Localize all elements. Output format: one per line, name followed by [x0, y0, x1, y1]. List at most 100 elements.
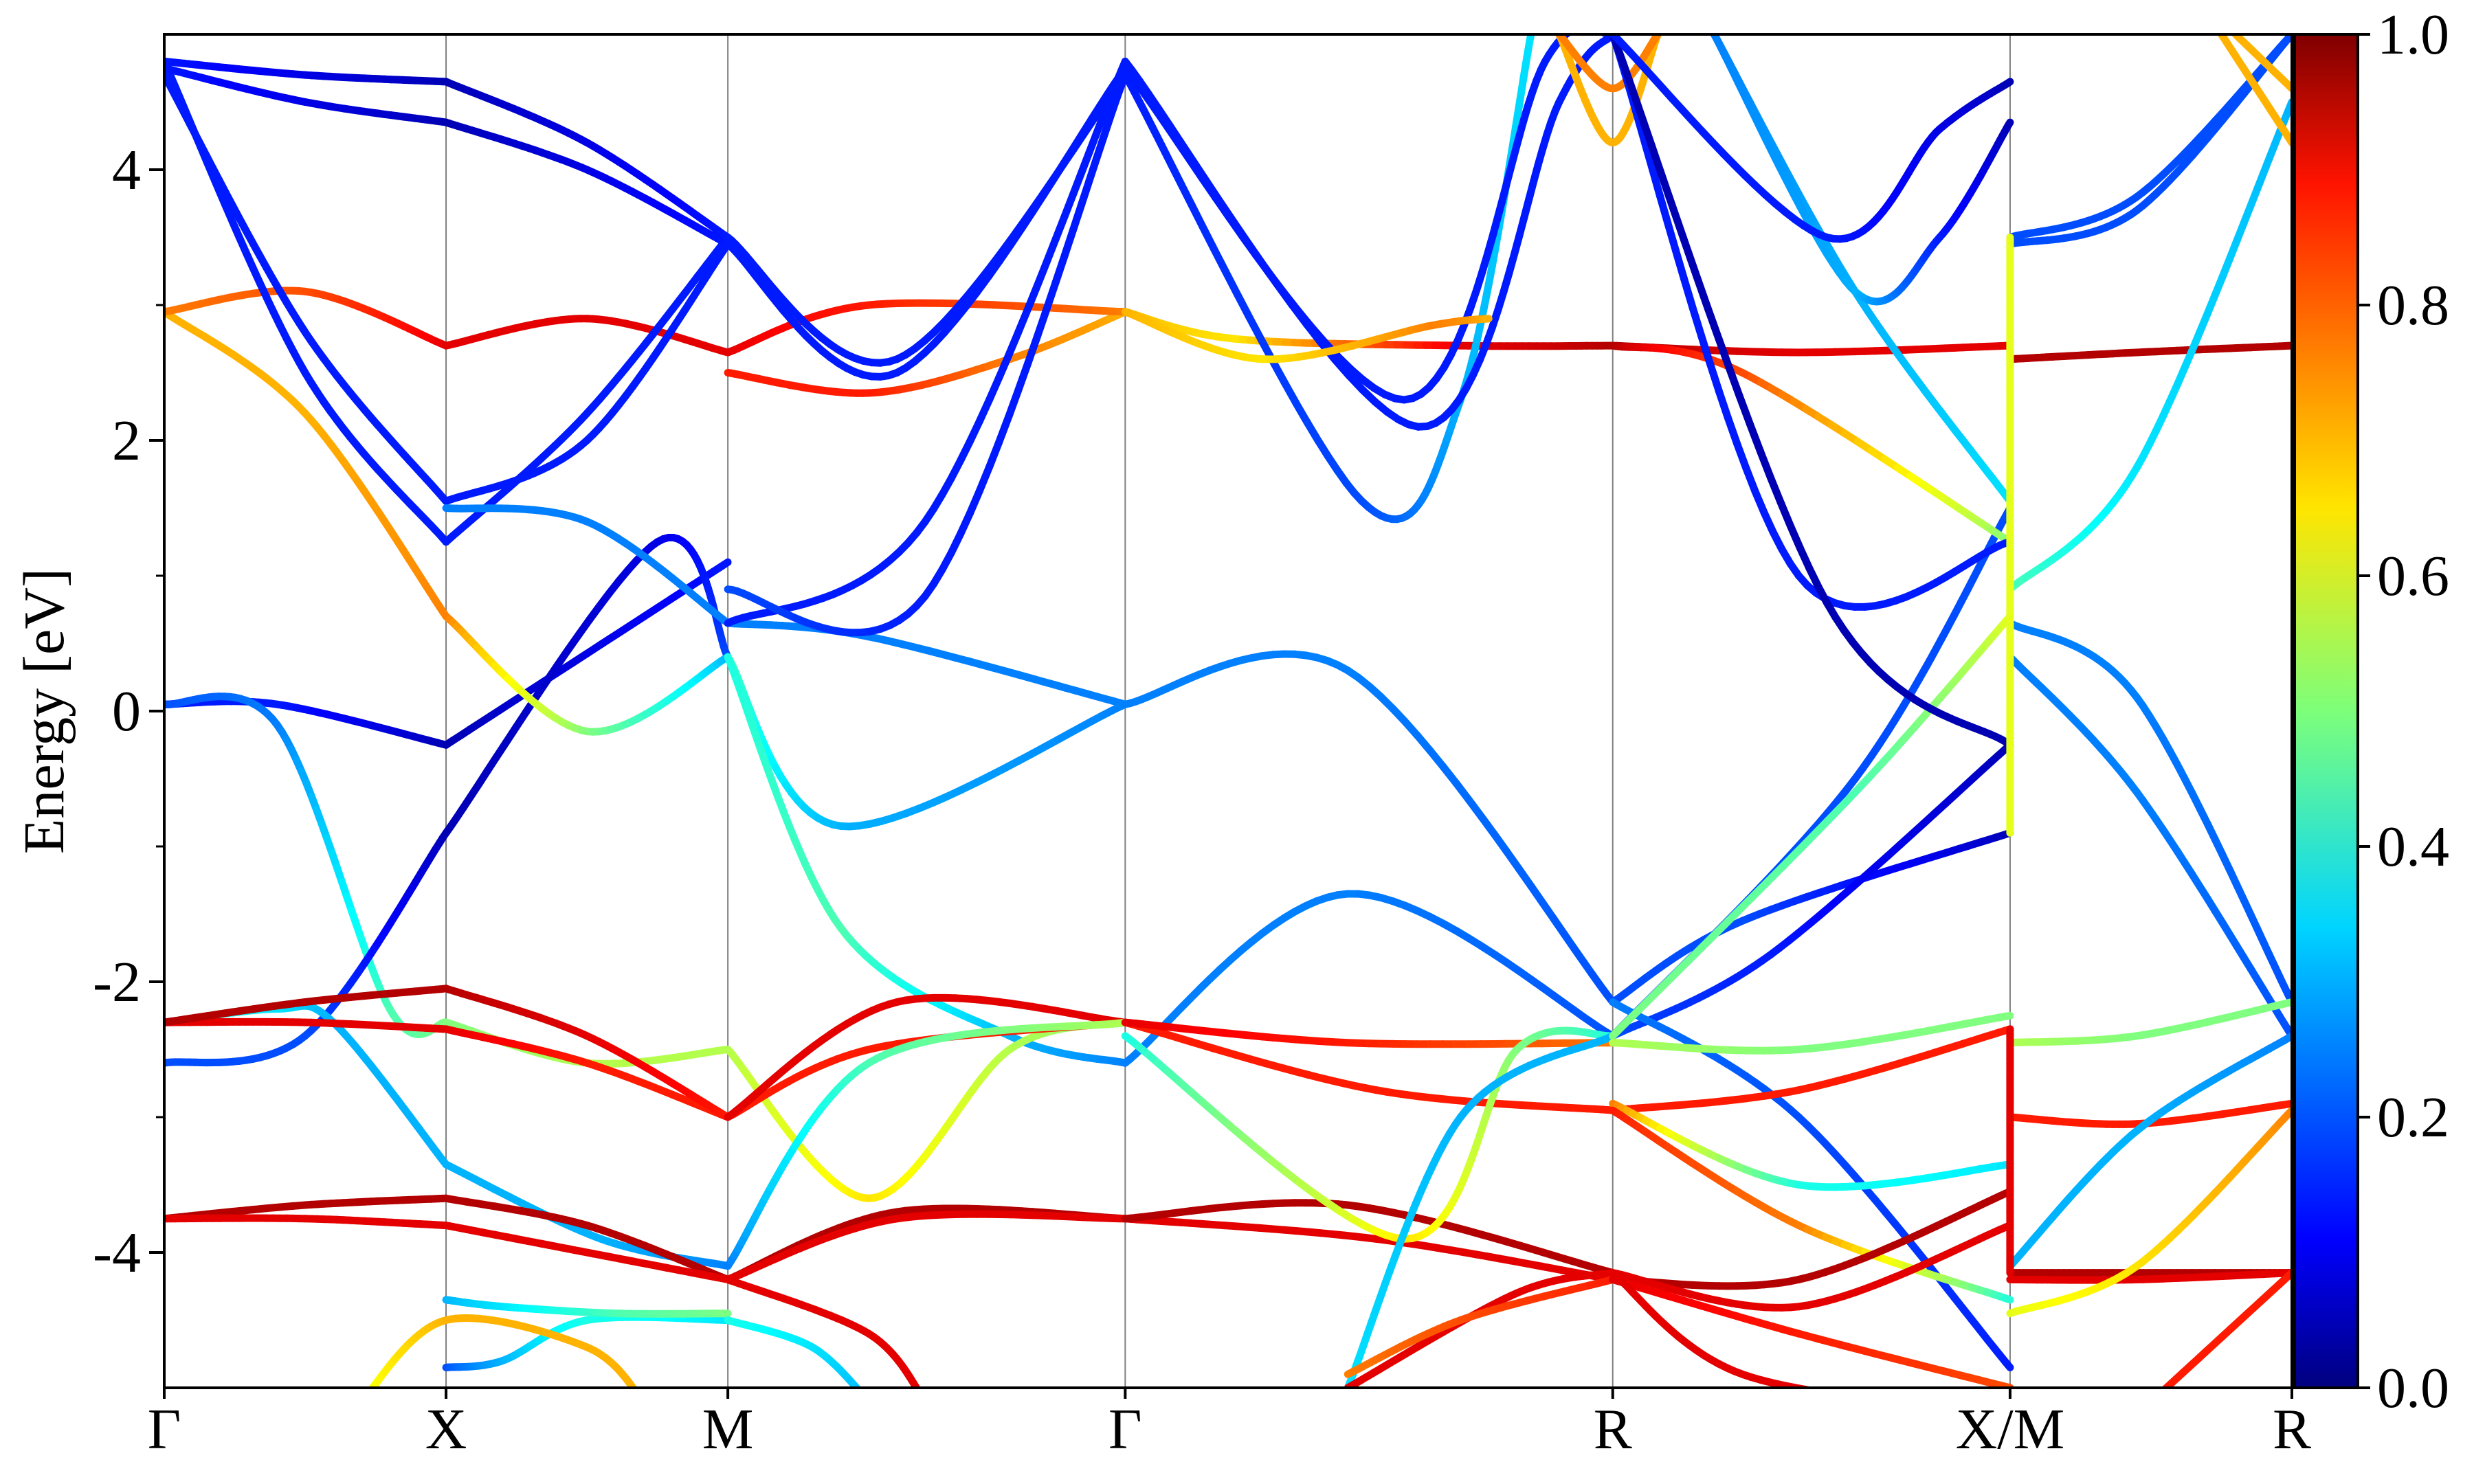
band-segment: [1787, 522, 1804, 552]
band-segment: [1694, 277, 1713, 314]
band-segment: [2005, 118, 2014, 129]
band-segment: [1724, 414, 1741, 448]
band-segment: [1596, 29, 1598, 30]
band-segment: [985, 438, 1003, 471]
band-segment: [1689, 303, 1705, 339]
band-segment: [1642, 141, 1657, 174]
band-segment: [866, 1399, 867, 1400]
band-segment: [923, 1398, 924, 1400]
band-segment: [1014, 304, 1032, 336]
band-segment: [1078, 177, 1093, 209]
band-segment: [1715, 387, 1732, 422]
band-lines: [164, 27, 2292, 1408]
band-segment: [1649, 166, 1664, 200]
band-segment: [641, 1399, 643, 1400]
band-segment: [976, 396, 994, 425]
band-segment: [1664, 219, 1680, 255]
band-segment: [1818, 1392, 1831, 1394]
band-segment: [2001, 1011, 2014, 1020]
band-segment: [633, 1387, 638, 1388]
band-segment: [1590, 27, 1593, 28]
band-segment: [1680, 275, 1697, 311]
band-segment: [2005, 78, 2014, 87]
band-segment: [1216, 198, 1238, 227]
band-segment: [1715, 335, 1733, 372]
band-segment: [1706, 359, 1723, 395]
band-segment: [1936, 1406, 1948, 1408]
band-segment: [366, 1395, 368, 1397]
band-segment: [1051, 212, 1069, 243]
band-segment: [1043, 278, 1060, 313]
band-segment: [1234, 291, 1253, 322]
band-segment: [1593, 28, 1596, 29]
band-segment: [1640, 119, 1656, 150]
band-segment: [922, 1396, 923, 1398]
band-segment: [1024, 281, 1042, 313]
band-segment: [924, 1400, 925, 1402]
band-segment: [1203, 178, 1225, 206]
band-segment: [1632, 97, 1648, 127]
band-segment: [1751, 487, 1768, 517]
band-segment: [1005, 386, 1023, 420]
band-segment: [1014, 359, 1032, 394]
band-segment: [640, 1397, 641, 1398]
band-segment: [995, 412, 1013, 447]
band-segment: [1831, 1394, 1845, 1396]
band-segment: [995, 351, 1013, 382]
band-segment: [861, 1393, 863, 1395]
band-segment: [1269, 357, 1289, 387]
band-segment: [1034, 304, 1051, 340]
band-segment: [637, 1393, 638, 1395]
band-segment: [1897, 1402, 1910, 1404]
band-segment: [1230, 218, 1253, 248]
band-segment: [1043, 234, 1060, 266]
band-segment: [1177, 180, 1196, 209]
band-segment: [976, 463, 994, 495]
band-segment: [1746, 420, 1764, 456]
band-segment: [1871, 1399, 1884, 1401]
band-segment: [2001, 1358, 2014, 1371]
band-segment: [920, 1394, 922, 1396]
band-segment: [1060, 225, 1078, 260]
band-segment: [1565, 34, 1572, 36]
band-segment: [863, 1395, 865, 1397]
band-segment: [1845, 1396, 1858, 1398]
band-segment: [1302, 320, 1325, 347]
band-segment: [1684, 249, 1702, 285]
band-segment: [1648, 142, 1664, 175]
band-segment: [857, 1387, 862, 1388]
band-segment: [1190, 158, 1211, 186]
band-segment: [1280, 379, 1300, 407]
band-segment: [1858, 1397, 1871, 1399]
band-segment: [1051, 251, 1069, 286]
band-segment: [1803, 1386, 1818, 1388]
band-segment: [1034, 258, 1051, 289]
band-segment: [1024, 332, 1042, 367]
band-segment: [1526, 34, 1535, 47]
band-segment: [1085, 155, 1101, 185]
band-segment: [1599, 34, 1608, 37]
band-segment: [1069, 169, 1086, 198]
band-segment: [1635, 117, 1649, 149]
band-segment: [957, 509, 974, 538]
band-segment: [985, 374, 1003, 404]
band-segment: [1188, 201, 1207, 231]
band-segment: [1199, 223, 1218, 254]
band-segment: [867, 1400, 869, 1402]
band-segment: [1245, 313, 1265, 344]
band-segment: [913, 1385, 921, 1388]
band-segment: [1910, 1404, 1924, 1406]
band-segment: [717, 558, 732, 570]
band-segment: [1697, 331, 1714, 368]
band-segment: [368, 1387, 372, 1388]
band-segment: [1742, 464, 1759, 495]
band-segment: [1756, 447, 1774, 482]
band-segment: [966, 486, 983, 517]
band-segment: [1733, 440, 1750, 472]
band-segment: [917, 1387, 920, 1388]
band-segment: [1598, 34, 1605, 36]
band-segment: [1576, 27, 1579, 29]
band-segment: [1222, 268, 1242, 299]
band-segment: [1572, 28, 1576, 30]
